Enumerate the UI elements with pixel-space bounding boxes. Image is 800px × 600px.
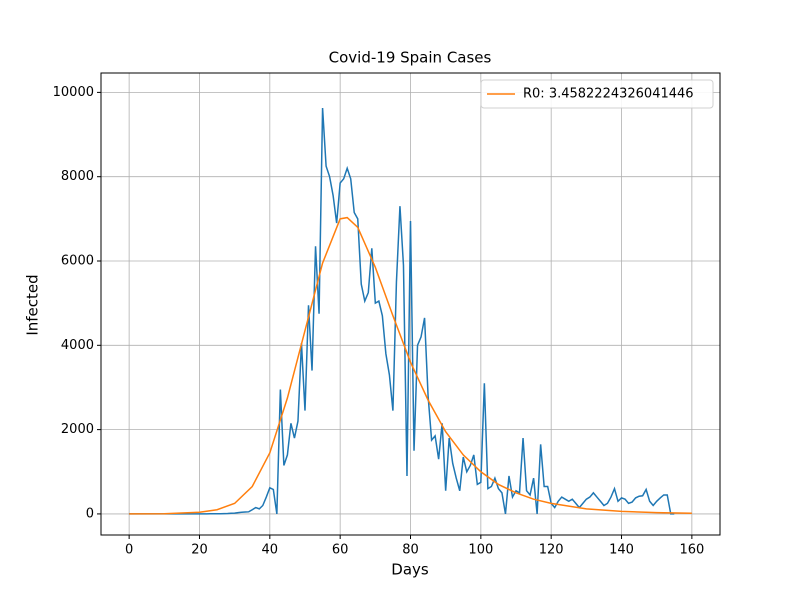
y-tick-label: 10000 bbox=[53, 85, 94, 100]
y-axis-label: Infected bbox=[24, 274, 42, 335]
legend-box bbox=[480, 79, 714, 109]
x-tick-label: 160 bbox=[679, 543, 704, 558]
x-tick-label: 0 bbox=[125, 543, 133, 558]
x-tick-label: 120 bbox=[539, 543, 564, 558]
y-tick-label: 6000 bbox=[61, 254, 94, 269]
x-tick-label: 20 bbox=[191, 543, 208, 558]
series-line bbox=[129, 107, 675, 515]
legend-label: R0: 3.4582224326041446 bbox=[523, 87, 694, 102]
x-axis-label: Days bbox=[391, 561, 429, 579]
x-tick-label: 140 bbox=[609, 543, 634, 558]
y-tick-label: 0 bbox=[86, 506, 94, 521]
x-tick-label: 80 bbox=[402, 543, 419, 558]
chart-title: Covid-19 Spain Cases bbox=[329, 49, 492, 67]
x-tick-label: 60 bbox=[332, 543, 349, 558]
x-tick-label: 100 bbox=[468, 543, 493, 558]
y-tick-label: 2000 bbox=[61, 422, 94, 437]
x-tick-label: 40 bbox=[262, 543, 279, 558]
y-tick-label: 4000 bbox=[61, 338, 94, 353]
plot-frame bbox=[100, 72, 721, 536]
series-line bbox=[129, 216, 692, 515]
y-tick-label: 8000 bbox=[61, 169, 94, 184]
